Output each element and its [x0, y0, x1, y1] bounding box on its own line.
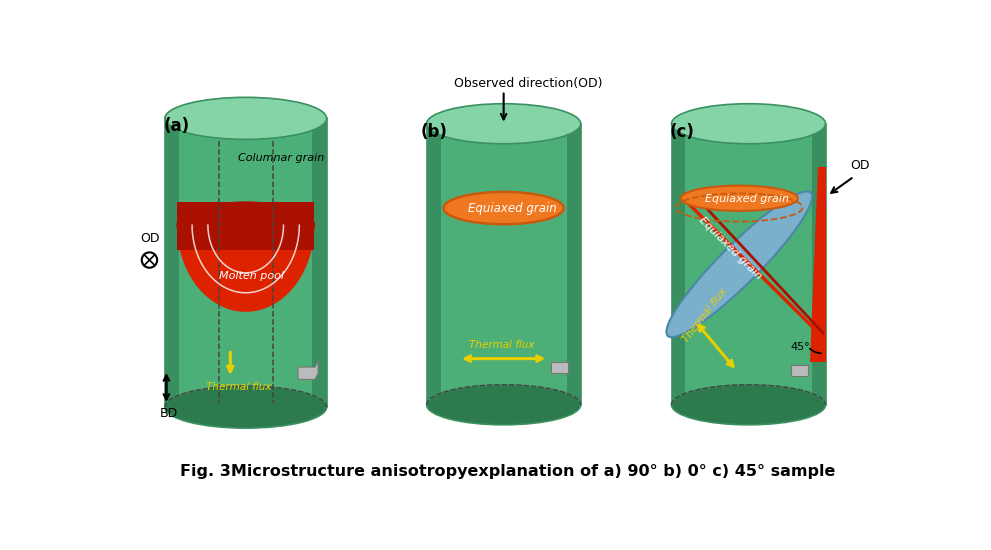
- Ellipse shape: [177, 202, 314, 248]
- Text: Thermal flux: Thermal flux: [681, 286, 729, 344]
- Text: (c): (c): [670, 123, 695, 141]
- Bar: [812, 124, 826, 405]
- Bar: [165, 118, 327, 407]
- Polygon shape: [791, 365, 808, 376]
- Bar: [165, 118, 179, 407]
- Polygon shape: [551, 362, 568, 373]
- Text: OD: OD: [140, 232, 160, 245]
- Text: Columnar grain: Columnar grain: [238, 153, 324, 163]
- Ellipse shape: [165, 97, 327, 139]
- Circle shape: [142, 252, 158, 268]
- Bar: [312, 118, 327, 407]
- Ellipse shape: [672, 385, 826, 425]
- Ellipse shape: [672, 104, 826, 144]
- Bar: [672, 124, 826, 405]
- Text: Molten pool: Molten pool: [219, 271, 283, 281]
- Ellipse shape: [165, 386, 327, 428]
- Ellipse shape: [427, 385, 581, 425]
- Bar: [177, 202, 314, 250]
- Text: Fig. 3Microstructure anisotropyexplanation of a) 90° b) 0° c) 45° sample: Fig. 3Microstructure anisotropyexplanati…: [179, 464, 835, 478]
- Text: OD: OD: [850, 159, 870, 172]
- Ellipse shape: [427, 104, 581, 144]
- Text: (b): (b): [420, 123, 447, 141]
- Bar: [427, 124, 441, 405]
- Polygon shape: [810, 167, 826, 362]
- Polygon shape: [298, 361, 318, 379]
- Text: Equiaxed grain: Equiaxed grain: [468, 202, 557, 215]
- Text: (a): (a): [164, 118, 189, 135]
- Polygon shape: [177, 225, 314, 312]
- Text: Thermal flux: Thermal flux: [469, 340, 534, 350]
- Text: Thermal flux: Thermal flux: [206, 382, 272, 392]
- Bar: [427, 124, 581, 405]
- Text: BD: BD: [160, 407, 177, 420]
- Text: Equiaxed grain: Equiaxed grain: [697, 215, 763, 282]
- Ellipse shape: [681, 185, 798, 211]
- Text: 45°: 45°: [791, 342, 811, 352]
- Text: Observed direction(OD): Observed direction(OD): [454, 77, 603, 90]
- Bar: [672, 124, 686, 405]
- Ellipse shape: [444, 192, 564, 224]
- Bar: [567, 124, 581, 405]
- Ellipse shape: [666, 191, 813, 337]
- Text: Equiaxed grain: Equiaxed grain: [705, 194, 789, 204]
